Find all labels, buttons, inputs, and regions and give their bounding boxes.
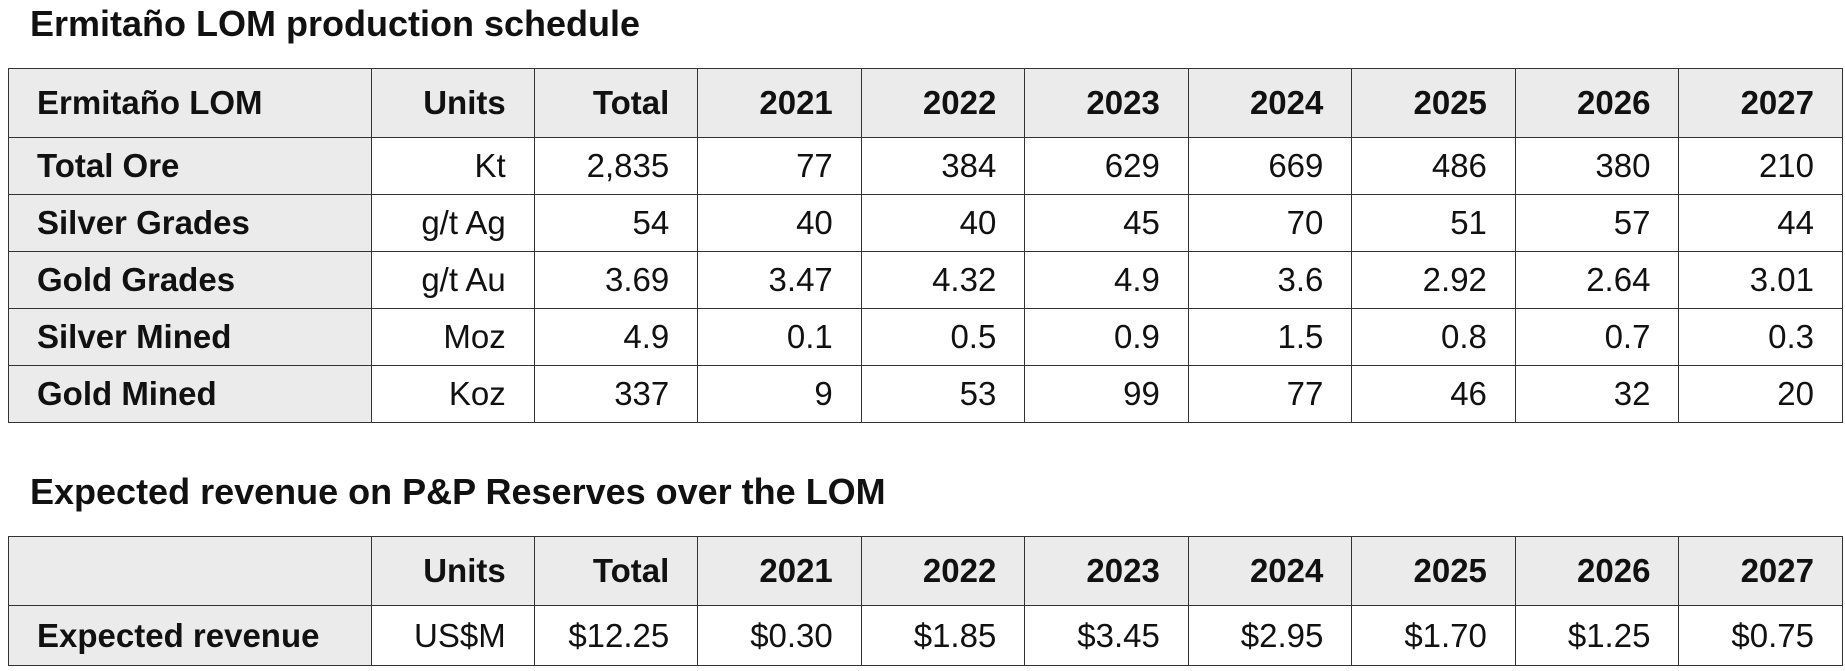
units-cell: Kt [371,137,535,195]
row-label: Total Ore [7,137,373,195]
column-header: 2022 [860,536,1026,606]
column-header: 2023 [1024,536,1189,606]
table-cell: 210 [1678,137,1843,195]
table-cell: 2.64 [1514,251,1680,309]
table-cell: 0.9 [1024,308,1189,366]
table-row: Silver Grades g/t Ag 54 40 40 45 70 51 5… [7,194,1843,252]
table-cell: 669 [1187,137,1353,195]
units-cell: Moz [371,308,535,366]
table-cell: $3.45 [1024,605,1189,666]
row-label: Silver Grades [7,194,373,252]
table-cell: 337 [533,365,699,423]
table-cell: 40 [860,194,1026,252]
table-cell: $1.85 [860,605,1026,666]
table-cell: 46 [1351,365,1516,423]
table-cell: 1.5 [1187,308,1353,366]
column-header: 2024 [1187,536,1353,606]
column-header: 2021 [697,68,862,138]
table-cell: 77 [697,137,862,195]
table-cell: $12.25 [533,605,699,666]
table-cell: 0.3 [1678,308,1843,366]
table-cell: 2,835 [533,137,699,195]
table-cell: 57 [1514,194,1680,252]
column-header [7,536,373,606]
table-cell: $0.75 [1678,605,1843,666]
table-cell: 54 [533,194,699,252]
table-cell: $2.95 [1187,605,1353,666]
table-cell: 45 [1024,194,1189,252]
table-header-row: Ermitaño LOM Units Total 2021 2022 2023 … [7,68,1843,138]
table-cell: 3.69 [533,251,699,309]
table-cell: 3.47 [697,251,862,309]
units-cell: g/t Ag [371,194,535,252]
units-cell: US$M [371,605,535,666]
table-cell: 0.5 [860,308,1026,366]
table-cell: 53 [860,365,1026,423]
table-cell: 51 [1351,194,1516,252]
column-header: 2026 [1514,68,1680,138]
column-header: 2025 [1351,68,1516,138]
table-cell: 3.6 [1187,251,1353,309]
column-header: 2024 [1187,68,1353,138]
table-cell: 629 [1024,137,1189,195]
column-header: 2027 [1678,536,1843,606]
column-header: 2027 [1678,68,1843,138]
table-cell: 9 [697,365,862,423]
table-cell: 32 [1514,365,1680,423]
column-header: Total [533,536,699,606]
units-cell: Koz [371,365,535,423]
units-cell: g/t Au [371,251,535,309]
table-row: Gold Grades g/t Au 3.69 3.47 4.32 4.9 3.… [7,251,1843,309]
table-row: Silver Mined Moz 4.9 0.1 0.5 0.9 1.5 0.8… [7,308,1843,366]
table-cell: $0.30 [697,605,862,666]
table-cell: 0.1 [697,308,862,366]
production-schedule-table: Ermitaño LOM Units Total 2021 2022 2023 … [7,68,1843,423]
table-row: Expected revenue US$M $12.25 $0.30 $1.85… [7,605,1843,666]
row-label: Gold Grades [7,251,373,309]
table-row: Total Ore Kt 2,835 77 384 629 669 486 38… [7,137,1843,195]
row-label: Gold Mined [7,365,373,423]
table-cell: 0.8 [1351,308,1516,366]
row-label: Silver Mined [7,308,373,366]
expected-revenue-table: Units Total 2021 2022 2023 2024 2025 202… [7,536,1843,666]
table-cell: 486 [1351,137,1516,195]
table-cell: 4.32 [860,251,1026,309]
table-cell: 99 [1024,365,1189,423]
table-cell: 44 [1678,194,1843,252]
column-header: 2026 [1514,536,1680,606]
table-header-row: Units Total 2021 2022 2023 2024 2025 202… [7,536,1843,606]
table-cell: 3.01 [1678,251,1843,309]
table-cell: 40 [697,194,862,252]
expected-revenue-title: Expected revenue on P&P Reserves over th… [30,471,886,512]
table-cell: 4.9 [1024,251,1189,309]
table-cell: 0.7 [1514,308,1680,366]
row-label: Expected revenue [7,605,373,666]
column-header: 2023 [1024,68,1189,138]
table-cell: $1.70 [1351,605,1516,666]
table-cell: 384 [860,137,1026,195]
table-row: Gold Mined Koz 337 9 53 99 77 46 32 20 [7,365,1843,423]
column-header: Total [533,68,699,138]
column-header: Units [371,536,535,606]
column-header: 2025 [1351,536,1516,606]
production-schedule-title: Ermitaño LOM production schedule [30,3,641,44]
column-header: Ermitaño LOM [7,68,373,138]
column-header: 2022 [860,68,1026,138]
table-cell: 20 [1678,365,1843,423]
table-cell: 4.9 [533,308,699,366]
column-header: Units [371,68,535,138]
table-cell: 77 [1187,365,1353,423]
column-header: 2021 [697,536,862,606]
table-cell: 2.92 [1351,251,1516,309]
table-cell: 70 [1187,194,1353,252]
table-cell: $1.25 [1514,605,1680,666]
table-cell: 380 [1514,137,1680,195]
